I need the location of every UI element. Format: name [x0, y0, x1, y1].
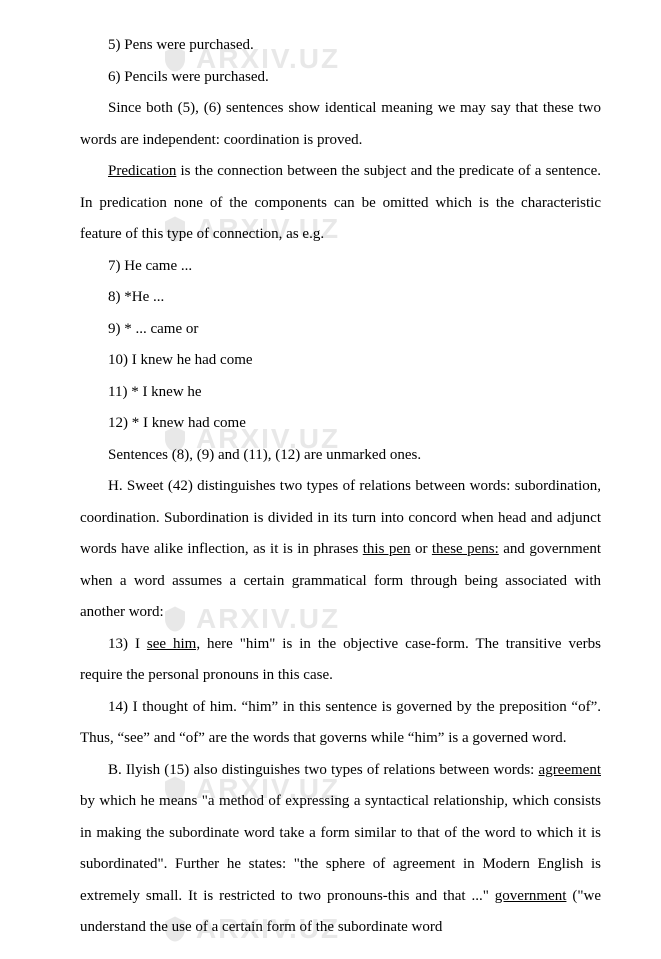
list-item: 10) I knew he had come	[80, 345, 601, 377]
phrase-these-pens: these pens:	[432, 541, 499, 557]
list-item: 7) He came ...	[80, 251, 601, 283]
list-item: 9) * ... came or	[80, 314, 601, 346]
paragraph: 13) I see him, here "him" is in the obje…	[80, 629, 601, 692]
term-agreement: agree­ment	[539, 762, 601, 778]
list-item: 6) Pencils were purchased.	[80, 62, 601, 94]
list-item: 5) Pens were purchased.	[80, 30, 601, 62]
phrase-see-him: see him,	[147, 636, 200, 652]
list-item: 11) * I knew he	[80, 377, 601, 409]
list-item: 8) *He ...	[80, 282, 601, 314]
body-text: B. Ilyish (15) also distinguishes two ty…	[108, 762, 539, 778]
phrase-this-pen: this pen	[363, 541, 411, 557]
list-item: 12) * I knew had come	[80, 408, 601, 440]
paragraph: 14) I thought of him. “him” in this sent…	[80, 692, 601, 755]
paragraph: Since both (5), (6) sentences show ident…	[80, 93, 601, 156]
paragraph: Predication is the connection between th…	[80, 156, 601, 251]
body-text: or	[411, 541, 432, 557]
term-government: government	[495, 888, 567, 904]
paragraph: B. Ilyish (15) also distinguishes two ty…	[80, 755, 601, 944]
paragraph: Sentences (8), (9) and (11), (12) are un…	[80, 440, 601, 472]
body-text: Since both (5), (6) sentences show ident…	[80, 100, 601, 148]
document-body: 5) Pens were purchased. 6) Pencils were …	[80, 30, 601, 944]
paragraph: H. Sweet (42) distinguishes two types of…	[80, 471, 601, 629]
term-predication: Predication	[108, 163, 176, 179]
body-text: 13) I	[108, 636, 147, 652]
